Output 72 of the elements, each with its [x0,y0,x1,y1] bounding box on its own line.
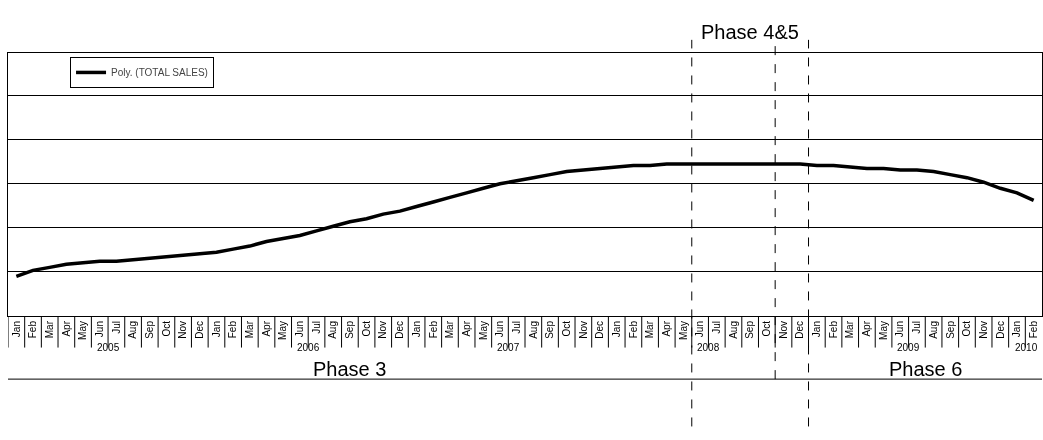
x-tick-label: Feb [27,320,39,339]
x-tick-label: Oct [360,320,372,337]
x-tick-label: Jul [711,321,723,334]
x-tick-label: Sep [344,320,356,339]
text: 2010 [1015,342,1038,353]
x-tick-label: May [77,321,89,340]
x-tick-label: Jan [410,321,422,338]
x-tick-label: Jun [93,321,105,338]
x-tick-label: Sep [544,320,556,339]
x-tick-label: Feb [1027,320,1039,339]
x-tick-label: Jul [911,321,923,334]
x-tick-label: Apr [460,320,472,337]
text: Phase 6 [889,358,963,380]
x-tick-label: Dec [394,321,406,339]
x-tick-label: Jan [610,321,622,338]
x-tick-label: Sep [144,320,156,339]
text: 2006 [297,342,320,353]
x-tick-label: Apr [260,320,272,337]
x-tick-label: Nov [177,321,189,339]
x-tick-label: Dec [994,321,1006,339]
text: 2008 [697,342,720,353]
x-tick-label: Jan [811,321,823,338]
x-tick-label: Aug [527,321,539,339]
text: Phase 3 [313,358,387,380]
x-tick-label: Mar [444,320,456,339]
text: 2009 [897,342,920,353]
x-tick-label: Aug [927,321,939,339]
x-tick-label: Jan [1011,321,1023,338]
text: Phase 4&5 [701,21,799,43]
x-tick-label: Apr [661,320,673,337]
x-tick-label: May [677,321,689,340]
x-tick-label: Jun [494,321,506,338]
x-tick-label: Mar [644,320,656,339]
x-tick-label: Dec [194,321,206,339]
x-tick-label: Feb [227,320,239,339]
x-tick-label: Jul [510,321,522,334]
x-tick-label: May [477,321,489,340]
x-tick-label: Jun [694,321,706,338]
x-tick-label: Dec [594,321,606,339]
x-tick-label: Feb [627,320,639,339]
x-tick-label: Oct [160,320,172,337]
x-tick-label: Mar [244,320,256,339]
x-tick-label: Jun [294,321,306,338]
x-tick-label: Jul [310,321,322,334]
x-tick-label: Oct [761,320,773,337]
x-tick-label: Mar [43,320,55,339]
x-tick-label: Oct [961,320,973,337]
x-tick-label: Nov [777,321,789,339]
legend-label: Poly. (TOTAL SALES) [111,67,208,79]
x-tick-label: May [277,321,289,340]
x-tick-label: May [877,321,889,340]
x-tick-label: Dec [794,321,806,339]
x-tick-label: Sep [944,320,956,339]
x-tick-label: Aug [727,321,739,339]
x-tick-label: Jul [110,321,122,334]
text: 2005 [97,342,120,353]
x-tick-label: Aug [127,321,139,339]
x-tick-label: Feb [827,320,839,339]
x-tick-label: Mar [844,320,856,339]
x-tick-label: Jun [894,321,906,338]
x-tick-label: Feb [427,320,439,339]
x-tick-label: Jan [10,321,22,338]
x-tick-label: Nov [577,321,589,339]
x-tick-label: Apr [861,320,873,337]
x-tick-label: Oct [560,320,572,337]
x-tick-label: Jan [210,321,222,338]
x-tick-label: Sep [744,320,756,339]
x-tick-label: Aug [327,321,339,339]
text: 2007 [497,342,520,353]
x-tick-label: Nov [377,321,389,339]
x-tick-label: Apr [60,320,72,337]
x-tick-label: Nov [977,321,989,339]
